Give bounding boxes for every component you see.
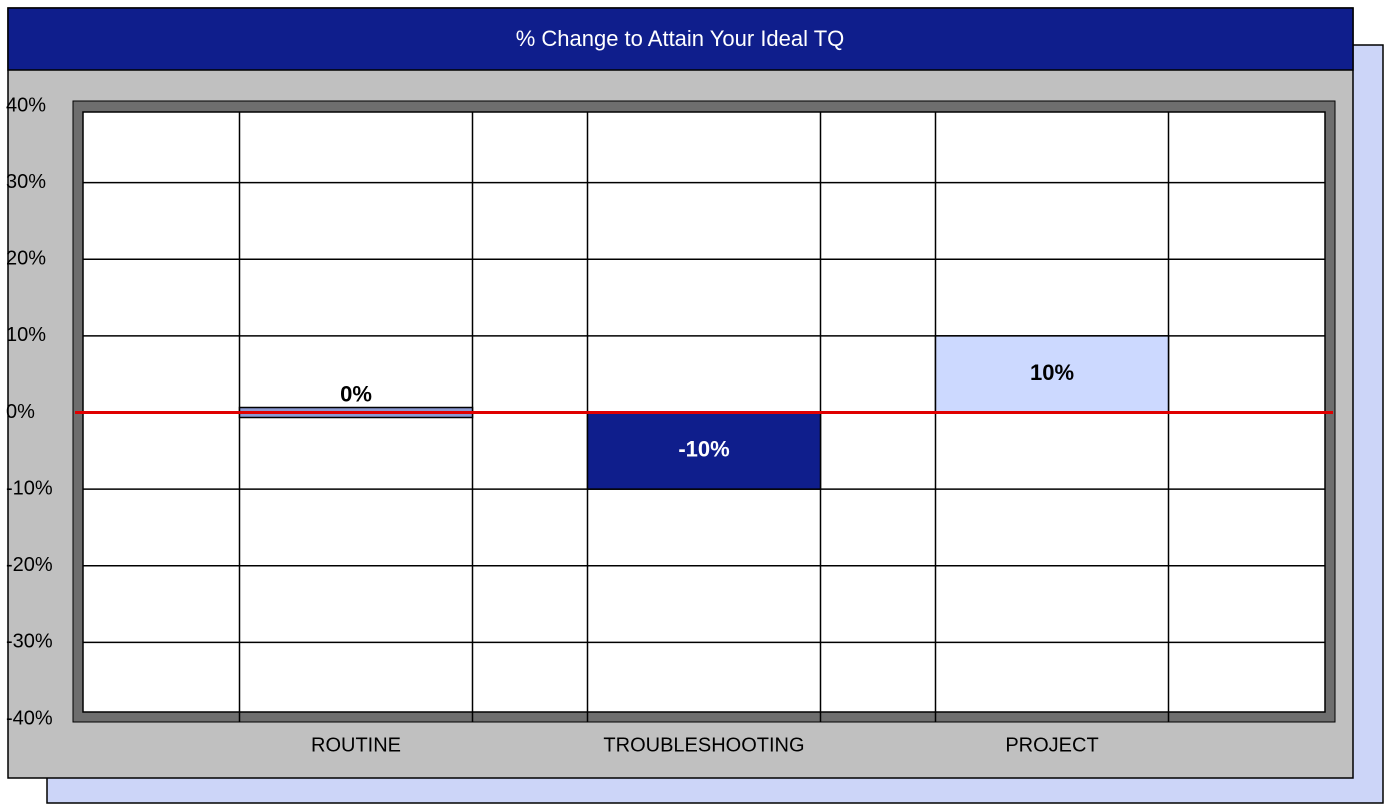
chart-title: % Change to Attain Your Ideal TQ	[516, 26, 845, 51]
y-tick-label: -40%	[6, 707, 53, 729]
y-tick-label: 0%	[6, 401, 35, 423]
x-tick-label: ROUTINE	[311, 734, 401, 756]
bar	[586, 411, 822, 490]
value-label: 0%	[340, 381, 372, 406]
value-label: -10%	[678, 437, 729, 462]
y-tick-label: -30%	[6, 631, 53, 653]
y-tick-label: 10%	[6, 324, 46, 346]
title-bar	[7, 7, 1354, 71]
y-tick-label: -10%	[6, 477, 53, 499]
y-tick-label: -20%	[6, 554, 53, 576]
y-tick-label: 40%	[6, 94, 46, 116]
x-tick-label: TROUBLESHOOTING	[603, 734, 804, 756]
value-label: 10%	[1030, 360, 1074, 385]
y-tick-label: 20%	[6, 248, 46, 270]
x-tick-label: PROJECT	[1005, 734, 1098, 756]
y-tick-label: 30%	[6, 171, 46, 193]
